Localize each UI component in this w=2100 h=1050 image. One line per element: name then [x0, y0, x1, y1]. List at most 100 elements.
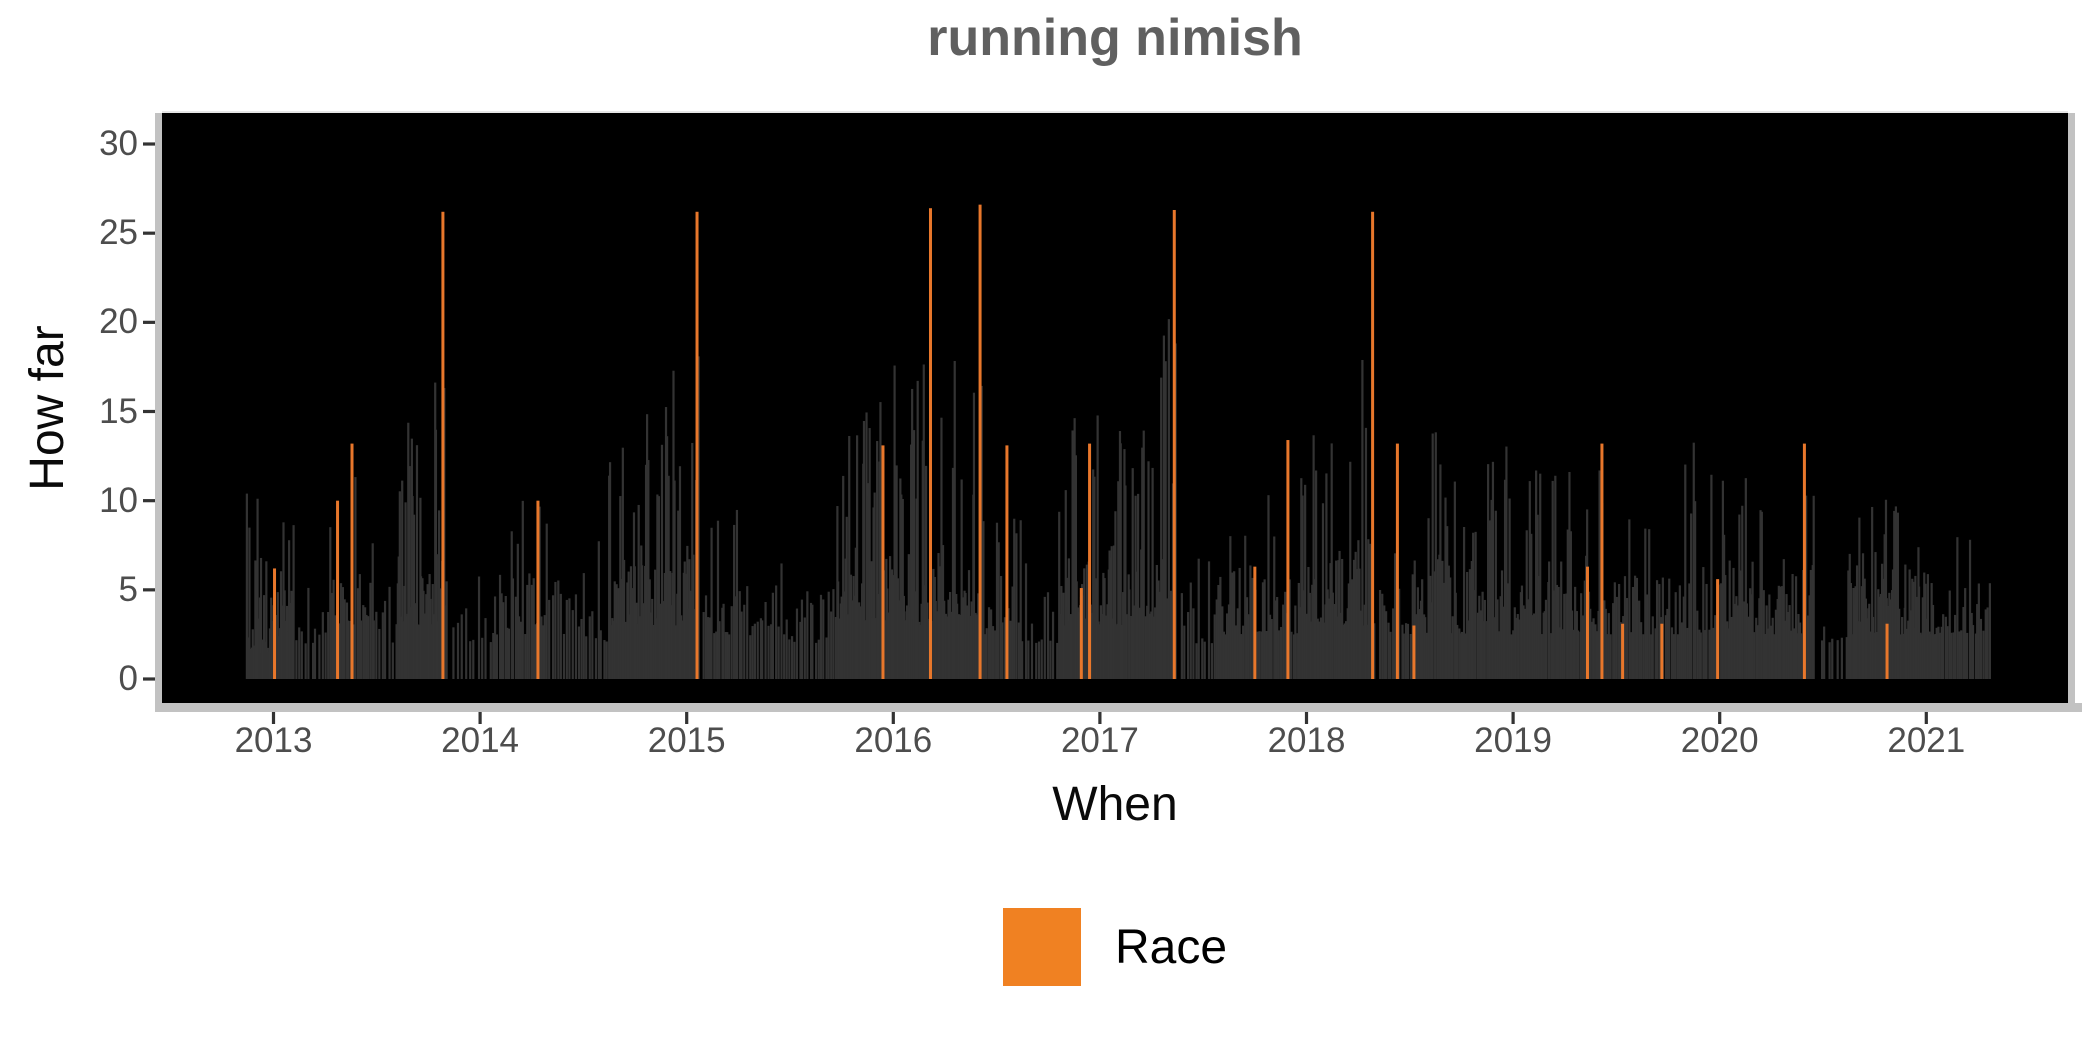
run-bar — [815, 642, 818, 679]
run-bar — [383, 600, 387, 679]
run-bar — [412, 514, 416, 679]
run-bar — [1337, 560, 1340, 679]
y-tick-mark — [143, 499, 155, 503]
run-bar — [1427, 518, 1430, 679]
run-bar — [551, 595, 555, 679]
run-bar — [1575, 611, 1578, 679]
run-bar — [1093, 476, 1096, 679]
run-bar — [1982, 630, 1985, 679]
run-bar — [1359, 610, 1363, 679]
race-bar — [928, 208, 932, 679]
run-bar — [724, 632, 727, 679]
run-bar — [1968, 539, 1972, 679]
run-bar — [1836, 640, 1839, 679]
chart-title: running nimish — [927, 9, 1303, 67]
run-bar — [1373, 623, 1376, 679]
run-bar — [1474, 531, 1477, 679]
race-bar — [1088, 443, 1092, 679]
run-bar — [526, 584, 529, 679]
run-bar — [1217, 584, 1220, 679]
run-bar — [1678, 585, 1681, 679]
run-bar — [444, 605, 447, 679]
run-bar — [1203, 641, 1206, 679]
y-tick-mark — [143, 588, 155, 592]
run-bar — [1084, 618, 1087, 679]
run-bar — [295, 640, 298, 679]
run-bar — [800, 599, 804, 679]
run-bar — [1640, 622, 1643, 679]
run-bar — [1451, 616, 1454, 679]
run-bar — [940, 417, 943, 679]
run-bar — [1926, 574, 1930, 679]
run-bar — [1808, 595, 1811, 679]
run-bar — [866, 483, 869, 679]
run-bar — [311, 642, 315, 679]
run-bar — [249, 649, 252, 679]
run-bar — [1449, 577, 1452, 679]
x-tick-mark — [271, 712, 276, 724]
run-bar — [722, 603, 725, 679]
run-bar — [1745, 603, 1748, 679]
run-bar — [1889, 599, 1892, 679]
run-bar — [1986, 607, 1989, 679]
run-bar — [1864, 598, 1867, 679]
run-bar — [1328, 598, 1331, 679]
run-bar — [1251, 577, 1254, 679]
run-bar — [1076, 607, 1079, 679]
run-bar — [1421, 579, 1424, 679]
run-bar — [985, 628, 988, 679]
run-bar — [624, 621, 628, 679]
run-bar — [1277, 630, 1280, 679]
race-bar — [1253, 566, 1257, 679]
run-bar — [1021, 641, 1024, 679]
run-bar — [1502, 606, 1505, 679]
run-bar — [565, 599, 568, 679]
run-bar — [1944, 616, 1947, 679]
run-bar — [1896, 512, 1899, 679]
run-bar — [1240, 634, 1243, 679]
run-bar — [887, 612, 890, 679]
run-bar — [418, 624, 421, 679]
run-bar — [332, 579, 335, 679]
run-bar — [307, 587, 310, 679]
run-bar — [1398, 588, 1401, 679]
run-bar — [1166, 598, 1169, 679]
run-bar — [1956, 537, 1959, 679]
run-bar — [961, 597, 965, 679]
run-bar — [1402, 633, 1405, 679]
run-bar — [1195, 643, 1198, 679]
run-bar — [1071, 430, 1074, 679]
run-bar — [1625, 598, 1629, 679]
run-bar — [270, 620, 273, 679]
run-bar — [1589, 608, 1592, 679]
run-bar — [1788, 605, 1791, 679]
run-bar — [591, 611, 594, 679]
run-bar — [905, 605, 909, 679]
run-bar — [1309, 621, 1312, 679]
run-bar — [1049, 640, 1052, 679]
run-bar — [1796, 633, 1799, 679]
run-bar — [1937, 626, 1940, 679]
run-bar — [890, 569, 894, 679]
run-bar — [1338, 550, 1341, 679]
race-bar — [1005, 445, 1009, 679]
x-tick-mark — [1511, 712, 1515, 724]
run-bar — [1942, 614, 1945, 679]
run-bar — [568, 598, 571, 679]
run-bar — [1213, 614, 1216, 679]
run-bar — [608, 462, 612, 679]
run-bar — [1293, 634, 1296, 679]
run-bar — [660, 444, 664, 679]
run-bar — [1871, 506, 1874, 679]
run-bar — [429, 598, 432, 679]
run-bar — [1128, 589, 1131, 679]
run-bar — [1446, 526, 1449, 679]
run-bar — [1935, 627, 1938, 679]
run-bar — [1487, 464, 1490, 679]
run-bar — [967, 570, 971, 679]
run-bar — [574, 594, 578, 679]
run-bar — [1705, 583, 1708, 679]
run-bar — [1592, 618, 1595, 679]
run-bar — [1488, 520, 1491, 679]
run-bar — [830, 611, 833, 679]
